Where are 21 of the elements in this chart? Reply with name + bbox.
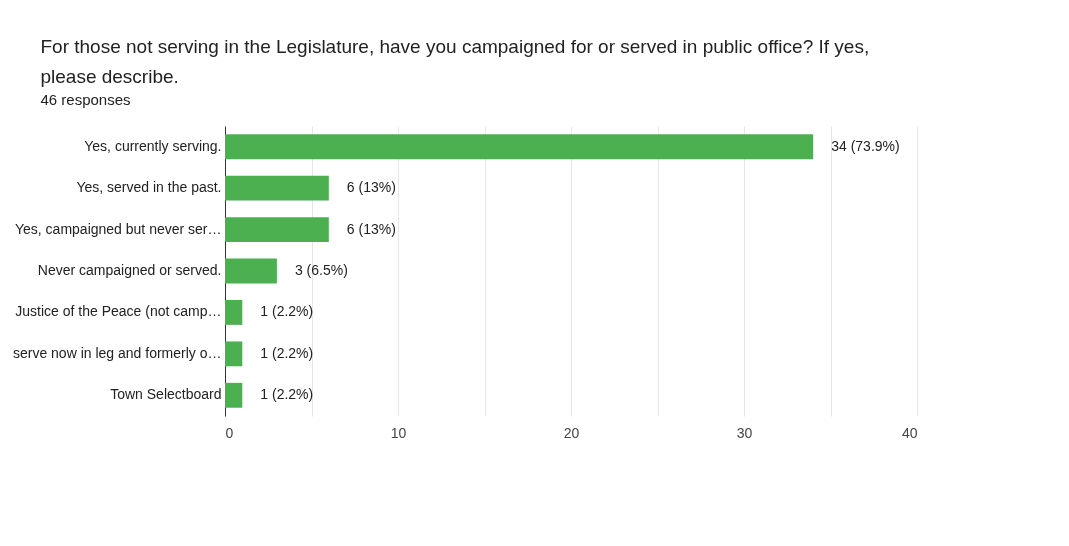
x-tick-label: 40 xyxy=(901,424,918,441)
x-tick-label: 30 xyxy=(736,424,753,441)
x-tick-label: 0 xyxy=(225,424,234,441)
y-tick-label: Never campaigned or served. xyxy=(37,262,222,278)
y-tick-label: serve now in leg and formerly o… xyxy=(12,344,222,361)
y-tick-label: Yes, served in the past. xyxy=(76,179,222,196)
data-label: 1 (2.2%) xyxy=(260,386,314,403)
x-tick-label: 10 xyxy=(390,424,407,441)
y-tick-label: Town Selectboard xyxy=(110,386,222,403)
data-label: 6 (13%) xyxy=(346,220,396,237)
data-label: 1 (2.2%) xyxy=(260,344,314,361)
y-tick-label: Justice of the Peace (not camp… xyxy=(15,303,222,320)
y-tick-label: Yes, campaigned but never ser… xyxy=(15,220,222,237)
x-tick-label: 20 xyxy=(563,424,580,441)
y-tick-label: Yes, currently serving. xyxy=(84,137,222,154)
data-label: 6 (13%) xyxy=(346,179,396,196)
data-label: 34 (73.9%) xyxy=(831,137,900,154)
text: 46 responses xyxy=(40,91,131,108)
data-label: 3 (6.5%) xyxy=(294,262,348,278)
chart-title: For those not serving in the Legislature, have you campaigned for or served in public office? If yes, please describe. xyxy=(40,36,870,87)
data-label: 1 (2.2%) xyxy=(260,303,314,320)
